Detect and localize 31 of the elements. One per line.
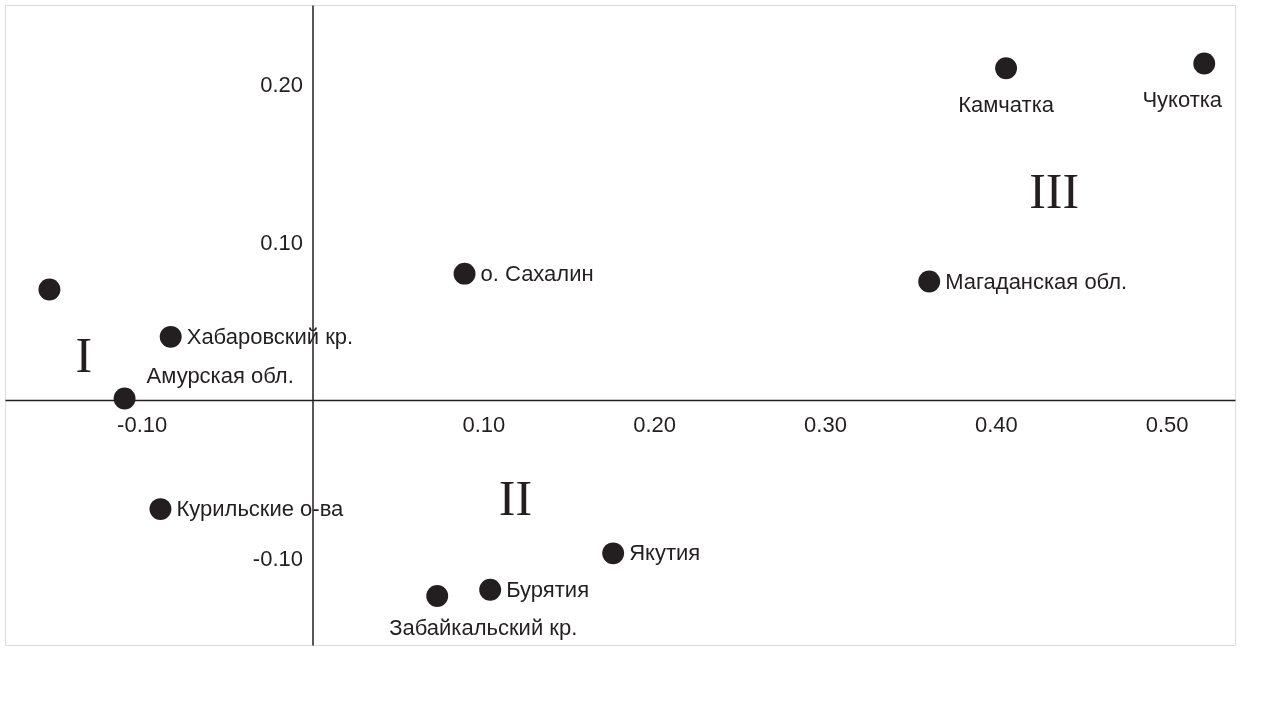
data-label: Забайкальский кр. xyxy=(389,615,578,641)
data-label: Камчатка xyxy=(958,92,1055,118)
annotation: II xyxy=(498,470,533,527)
point xyxy=(159,325,182,348)
annotation: III xyxy=(1029,162,1080,219)
point xyxy=(479,578,502,601)
x-tick-label: 0.10 xyxy=(462,411,506,437)
point xyxy=(602,542,625,565)
data-label: о. Сахалин xyxy=(480,260,594,286)
point xyxy=(918,270,941,293)
data-label: Чукотка xyxy=(1142,87,1223,113)
x-tick-label: 0.20 xyxy=(633,411,677,437)
point xyxy=(426,585,449,607)
data-label: Якутия xyxy=(629,540,701,566)
point xyxy=(38,278,61,301)
data-label: Бурятия xyxy=(506,576,590,602)
point xyxy=(149,498,172,521)
annotation: I xyxy=(75,327,93,383)
x-tick-label: 0.30 xyxy=(804,411,847,437)
point xyxy=(453,262,476,285)
y-tick-label: 0.20 xyxy=(260,71,303,97)
y-tick-label: 0.10 xyxy=(260,229,303,255)
data-label: Амурская обл. xyxy=(146,363,294,389)
y-tick-label: -0.10 xyxy=(252,545,303,571)
x-tick-label: 0.40 xyxy=(974,411,1018,437)
point xyxy=(995,57,1018,80)
point xyxy=(113,387,136,410)
x-tick-label: 0.50 xyxy=(1145,411,1189,437)
data-label: Магаданская обл. xyxy=(945,268,1128,294)
point xyxy=(1193,52,1216,75)
x-tick-label: -0.10 xyxy=(117,411,168,437)
